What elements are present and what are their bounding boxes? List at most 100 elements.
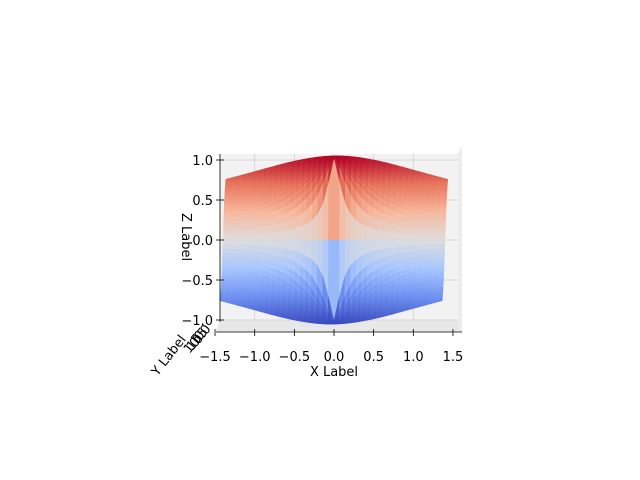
- surface-facet: [228, 225, 235, 232]
- surface-facet: [433, 244, 440, 250]
- surface-facet: [417, 223, 424, 230]
- surface-facet: [439, 222, 446, 228]
- x-tick-label: −0.5: [279, 350, 311, 365]
- surface-facet: [422, 244, 429, 251]
- surface-facet: [411, 245, 418, 252]
- surface-facet: [319, 323, 327, 325]
- surface-facet: [261, 239, 268, 248]
- surface-facet: [336, 323, 343, 325]
- surface-facet: [272, 231, 279, 241]
- surface-facet: [256, 221, 263, 229]
- surface-facet: [261, 232, 268, 241]
- surface-facet: [372, 239, 379, 252]
- surface-facet: [389, 223, 396, 233]
- surface-facet: [427, 239, 435, 246]
- surface-facet: [234, 220, 241, 227]
- surface-facet: [289, 239, 296, 252]
- surface-facet: [239, 229, 246, 236]
- surface-facet: [283, 219, 291, 232]
- surface-facet: [433, 239, 440, 245]
- surface-facet: [361, 223, 368, 241]
- surface-facet: [438, 243, 446, 250]
- surface-facet: [239, 239, 246, 246]
- x-tick-label: 1.5: [443, 350, 464, 365]
- z-tick-label: −0.5: [181, 274, 213, 289]
- surface-facet: [233, 234, 241, 241]
- surface-facet: [283, 239, 290, 251]
- surface-facet: [411, 239, 418, 247]
- surface-facet: [422, 239, 429, 246]
- surface-facet: [383, 239, 390, 250]
- surface-facet: [355, 220, 363, 241]
- surface-facet: [405, 233, 413, 241]
- surface-facet: [400, 232, 407, 241]
- surface-facet: [244, 234, 252, 241]
- surface-facet: [278, 239, 285, 250]
- z-tick-label: 1.0: [192, 154, 213, 169]
- surface-facet: [406, 227, 413, 235]
- surface-facet: [439, 235, 446, 241]
- surface-facet: [233, 239, 240, 246]
- axes: [216, 154, 462, 333]
- surface-facet: [245, 228, 252, 236]
- surface-facet: [411, 233, 418, 241]
- surface-facet: [289, 228, 296, 241]
- surface-facet: [267, 225, 274, 234]
- surface-facet: [372, 228, 379, 241]
- surface-facet: [250, 245, 257, 252]
- x-tick-label: 0.0: [324, 350, 345, 365]
- surface-facet: [417, 228, 424, 236]
- z-tick-label: 0.0: [192, 234, 213, 249]
- surface-facet: [223, 226, 230, 232]
- surface-facet: [228, 239, 235, 245]
- z-axis-ticks: −1.0 −0.5 0.0 0.5 1.0: [181, 154, 224, 329]
- surface-facet: [416, 244, 423, 252]
- surface-facet: [427, 244, 435, 251]
- surface-facet: [256, 233, 263, 241]
- surface-facet: [222, 243, 229, 250]
- surface-facet: [266, 246, 274, 255]
- surface-facet: [422, 224, 430, 231]
- surface-facet: [244, 244, 251, 252]
- surface-facet: [417, 234, 424, 241]
- surface-facet: [428, 220, 435, 227]
- surface-facet: [378, 229, 385, 241]
- surface-facet: [256, 227, 263, 235]
- surface-facet: [239, 244, 246, 251]
- surface-facet: [250, 222, 257, 230]
- surface-facet: [400, 246, 407, 254]
- surface-facet: [261, 226, 268, 234]
- surface-facet: [283, 229, 290, 241]
- x-tick-label: 1.0: [403, 350, 424, 365]
- surface-facet: [405, 239, 412, 247]
- surface-facet: [433, 230, 440, 236]
- surface-facet: [394, 232, 402, 241]
- surface-facet: [367, 226, 374, 241]
- surface-facet: [239, 224, 246, 231]
- surface-facet: [422, 234, 429, 241]
- x-tick-label: −1.5: [199, 350, 231, 365]
- surface-facet: [267, 232, 274, 241]
- surface-facet: [272, 223, 280, 233]
- surface-facet: [250, 239, 257, 247]
- surface-facet: [411, 222, 418, 230]
- surface-facet: [266, 239, 274, 248]
- z-axis-label: Z Label: [178, 213, 193, 261]
- surface-facet: [255, 239, 263, 247]
- surface-facet: [400, 239, 407, 248]
- surface-facet: [378, 239, 385, 251]
- surface-facet: [400, 219, 407, 228]
- surface-facet: [255, 245, 262, 253]
- surface-facet: [416, 239, 424, 246]
- surface-facet: [234, 225, 241, 231]
- surface-facet: [361, 239, 368, 257]
- surface-facet: [389, 231, 396, 241]
- surface-facet: [400, 226, 407, 234]
- surface-facet: [433, 235, 440, 241]
- surface-facet: [383, 230, 390, 241]
- y-axis-label: Y Label: [148, 333, 189, 380]
- surface-facet: [228, 230, 235, 236]
- surface-facet: [406, 221, 413, 229]
- surface-facet: [278, 221, 285, 233]
